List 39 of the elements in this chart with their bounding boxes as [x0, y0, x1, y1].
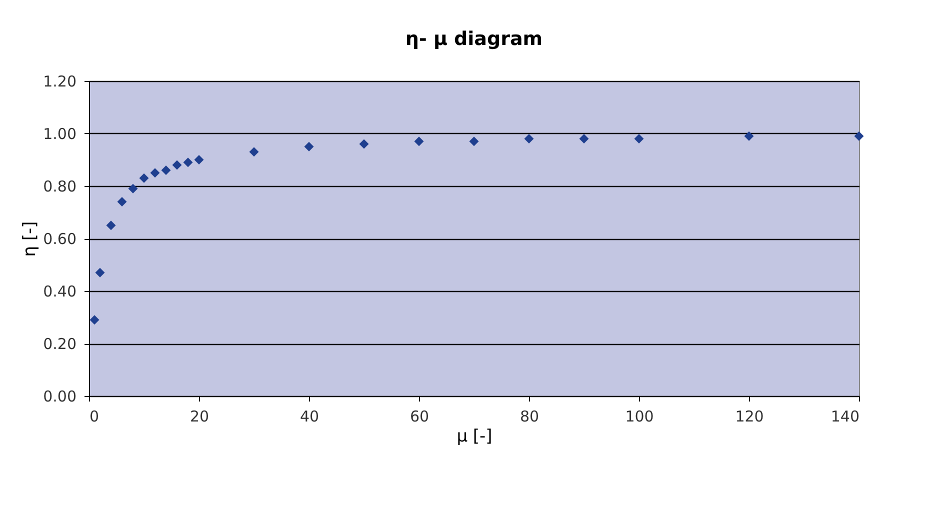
point — [117, 197, 127, 206]
point — [183, 158, 193, 168]
point — [150, 168, 160, 178]
point — [854, 131, 864, 141]
x-tick-label: 120 — [735, 408, 764, 426]
point — [579, 134, 589, 144]
point — [414, 136, 424, 146]
x-tick-label: 60 — [410, 408, 430, 426]
y-tick-label: 0.40 — [43, 282, 76, 300]
chart-title: η- μ diagram — [405, 28, 543, 50]
x-tick-label: 140 — [830, 408, 860, 426]
x-tick-label: 0 — [90, 408, 100, 426]
y-tick-label: 0.00 — [43, 388, 76, 406]
x-tick-label: 20 — [190, 408, 210, 426]
point — [106, 220, 116, 230]
x-axis-title: μ [-] — [456, 426, 492, 446]
point — [249, 147, 259, 157]
y-axis-title: η [-] — [20, 221, 40, 257]
y-tick-label: 0.80 — [43, 178, 76, 196]
point — [139, 173, 149, 183]
y-tick-label: 0.60 — [43, 230, 76, 248]
point — [304, 142, 314, 152]
x-tick-label: 40 — [300, 408, 320, 426]
point — [359, 139, 369, 149]
x-tick-label: 80 — [520, 408, 540, 426]
point — [128, 184, 138, 194]
point — [744, 131, 754, 141]
point — [194, 155, 204, 164]
y-tick-label: 1.20 — [43, 72, 76, 90]
y-tick-label: 0.20 — [43, 335, 76, 353]
y-tick-label: 1.00 — [43, 125, 76, 143]
point — [161, 166, 171, 175]
point — [634, 134, 644, 144]
point — [95, 268, 105, 278]
point — [469, 136, 479, 146]
x-tick-label: 100 — [625, 408, 654, 426]
point — [90, 315, 100, 325]
point — [524, 134, 534, 144]
point — [172, 160, 182, 170]
